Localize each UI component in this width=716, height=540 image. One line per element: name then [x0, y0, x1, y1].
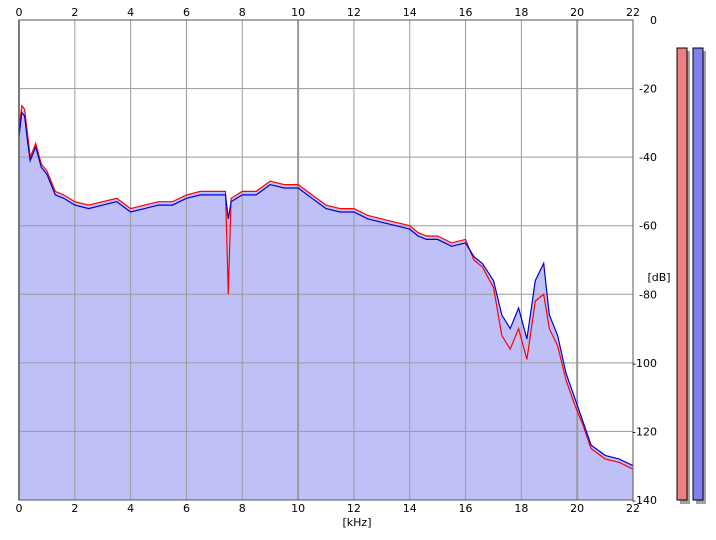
- y-tick-label: -120: [632, 425, 657, 438]
- x-tick-label-top: 4: [127, 6, 134, 19]
- x-tick-label-bottom: 12: [347, 502, 361, 515]
- x-tick-label-bottom: 16: [459, 502, 473, 515]
- x-tick-label-bottom: 2: [71, 502, 78, 515]
- x-tick-labels-top: 0 2 4 6 8 10 12 14 16 18 20 22: [16, 6, 641, 19]
- x-tick-label-bottom: 8: [239, 502, 246, 515]
- spectrum-area: [19, 105, 633, 500]
- x-tick-label-top: 14: [403, 6, 417, 19]
- x-tick-label-top: 8: [239, 6, 246, 19]
- y-tick-label: -40: [639, 151, 657, 164]
- y-tick-label: -140: [632, 494, 657, 507]
- spectrum-lines-layer: [18, 104, 634, 470]
- x-tick-label-bottom: 10: [291, 502, 305, 515]
- y-tick-labels: 0 -20 -40 -60 -80 -100 -120 -140: [632, 14, 657, 507]
- x-tick-label-top: 20: [570, 6, 584, 19]
- x-tick-label-top: 2: [71, 6, 78, 19]
- x-tick-label-bottom: 14: [403, 502, 417, 515]
- x-tick-label-bottom: 20: [570, 502, 584, 515]
- x-tick-label-bottom: 18: [514, 502, 528, 515]
- y-tick-label: -80: [639, 288, 657, 301]
- x-tick-label-bottom: 4: [127, 502, 134, 515]
- level-meters: [676, 47, 706, 504]
- y-tick-label: 0: [650, 14, 657, 27]
- x-tick-label-bottom: 22: [626, 502, 640, 515]
- series-line-2: [18, 111, 634, 467]
- y-tick-label: -60: [639, 220, 657, 233]
- y-tick-label: -20: [639, 83, 657, 96]
- level-meter-2: [692, 47, 704, 501]
- series-line-1: [18, 104, 634, 470]
- y-axis-label: [dB]: [647, 271, 670, 284]
- x-axis-label: [kHz]: [343, 516, 372, 529]
- x-tick-label-top: 10: [291, 6, 305, 19]
- x-tick-label-top: 18: [514, 6, 528, 19]
- x-tick-label-top: 0: [16, 6, 23, 19]
- x-tick-label-bottom: 0: [16, 502, 23, 515]
- x-tick-label-bottom: 6: [183, 502, 190, 515]
- y-tick-label: -100: [632, 357, 657, 370]
- x-tick-label-top: 6: [183, 6, 190, 19]
- x-tick-label-top: 12: [347, 6, 361, 19]
- spectrum-fill-layer: [19, 105, 633, 500]
- level-meter-1: [676, 47, 688, 501]
- x-tick-label-top: 22: [626, 6, 640, 19]
- plot-frame: [18, 19, 634, 501]
- x-tick-label-top: 16: [459, 6, 473, 19]
- x-tick-labels-bottom: 0 2 4 6 8 10 12 14 16 18 20 22: [16, 502, 641, 515]
